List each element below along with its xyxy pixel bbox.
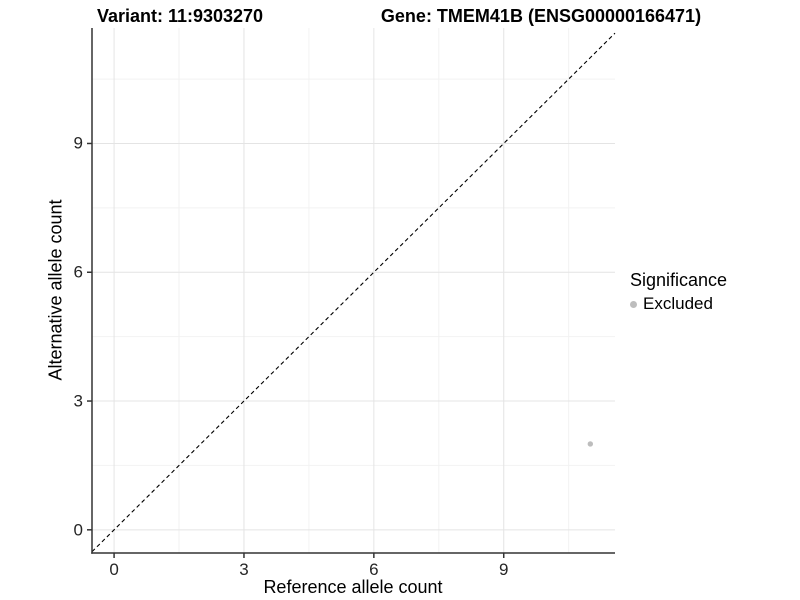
identity-line	[91, 32, 616, 553]
x-tick-label: 6	[369, 560, 379, 579]
x-tick-label: 0	[109, 560, 119, 579]
variant-title: Variant: 11:9303270	[96, 6, 264, 26]
x-axis-title: Reference allele count	[263, 577, 443, 597]
y-tick-label: 6	[73, 262, 83, 282]
legend-title: Significance	[630, 270, 728, 290]
legend-item-label: Excluded	[643, 294, 713, 313]
excluded-point-swatch	[630, 300, 637, 308]
y-tick-label: 9	[73, 133, 83, 153]
gene-title: Gene: TMEM41B (ENSG00000166471)	[380, 6, 702, 26]
y-axis-title: Alternative allele count	[45, 199, 66, 381]
x-tick-label: 3	[239, 560, 249, 579]
legend-item-excluded: Excluded	[630, 294, 727, 314]
x-tick-label: 9	[498, 560, 509, 579]
data-point	[587, 441, 594, 447]
legend: Significance Excluded	[630, 270, 727, 314]
y-tick-label: 0	[73, 520, 83, 540]
y-tick-label: 3	[73, 391, 83, 411]
